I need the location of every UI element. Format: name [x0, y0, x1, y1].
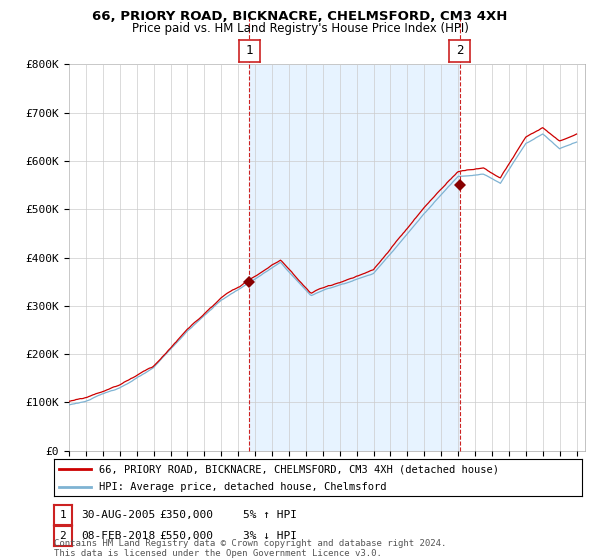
Text: 08-FEB-2018: 08-FEB-2018	[81, 531, 155, 541]
Text: £550,000: £550,000	[159, 531, 213, 541]
Text: HPI: Average price, detached house, Chelmsford: HPI: Average price, detached house, Chel…	[99, 482, 386, 492]
Text: 1: 1	[245, 44, 253, 58]
Text: Contains HM Land Registry data © Crown copyright and database right 2024.
This d: Contains HM Land Registry data © Crown c…	[54, 539, 446, 558]
Text: 1: 1	[59, 510, 67, 520]
Text: £350,000: £350,000	[159, 510, 213, 520]
Text: Price paid vs. HM Land Registry's House Price Index (HPI): Price paid vs. HM Land Registry's House …	[131, 22, 469, 35]
Text: 66, PRIORY ROAD, BICKNACRE, CHELMSFORD, CM3 4XH: 66, PRIORY ROAD, BICKNACRE, CHELMSFORD, …	[92, 10, 508, 23]
Text: 5% ↑ HPI: 5% ↑ HPI	[243, 510, 297, 520]
Text: 2: 2	[456, 44, 464, 58]
Text: 66, PRIORY ROAD, BICKNACRE, CHELMSFORD, CM3 4XH (detached house): 66, PRIORY ROAD, BICKNACRE, CHELMSFORD, …	[99, 464, 499, 474]
Text: 30-AUG-2005: 30-AUG-2005	[81, 510, 155, 520]
Bar	[249, 64, 460, 451]
Text: 2: 2	[59, 531, 67, 541]
Text: 3% ↓ HPI: 3% ↓ HPI	[243, 531, 297, 541]
